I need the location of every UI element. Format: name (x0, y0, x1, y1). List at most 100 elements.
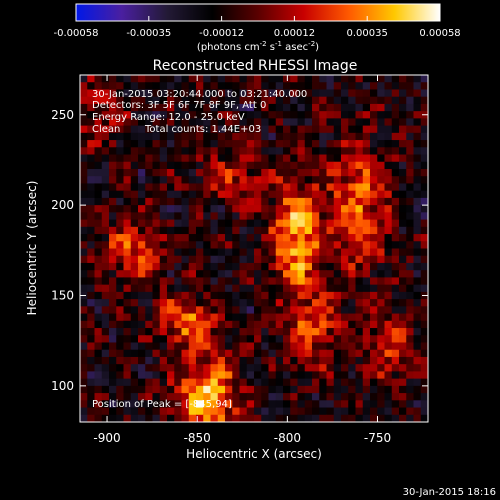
heatmap-cell (167, 277, 175, 286)
heatmap-cell (319, 125, 328, 134)
heatmap-cell (123, 277, 132, 286)
heatmap-cell (232, 378, 241, 387)
heatmap-cell (297, 364, 306, 372)
heatmap-cell (275, 132, 284, 141)
heatmap-cell (94, 270, 103, 279)
heatmap-cell (406, 219, 415, 228)
heatmap-cell (232, 197, 241, 206)
heatmap-cell (384, 226, 393, 235)
heatmap-cell (268, 385, 277, 394)
heatmap-cell (109, 335, 117, 344)
heatmap-cell (413, 335, 422, 344)
heatmap-cell (138, 147, 146, 156)
heatmap-cell (80, 393, 88, 401)
heatmap-cell (290, 154, 299, 163)
heatmap-cell (254, 226, 262, 235)
heatmap-cell (370, 147, 378, 156)
heatmap-cell (203, 241, 212, 250)
heatmap-cell (268, 197, 277, 206)
heatmap-cell (362, 103, 371, 112)
heatmap-cell (362, 335, 371, 344)
heatmap-cell (210, 255, 219, 264)
heatmap-cell (341, 356, 349, 365)
heatmap-cell (261, 248, 270, 257)
heatmap-cell (297, 75, 306, 83)
heatmap-cell (304, 342, 313, 351)
heatmap-cell (101, 328, 110, 336)
heatmap-cell (145, 320, 154, 329)
heatmap-cell (377, 183, 386, 192)
colorbar-unit-label: (photons cm-2 s-1 asec-2) (197, 40, 319, 53)
heatmap-cell (109, 241, 117, 250)
heatmap-cell (275, 147, 284, 156)
heatmap-cell (312, 262, 320, 271)
heatmap-cell (123, 89, 132, 98)
heatmap-cell (261, 125, 270, 134)
heatmap-cell (413, 147, 422, 156)
heatmap-cell (152, 313, 161, 322)
heatmap-cell (326, 299, 335, 307)
heatmap-cell (304, 270, 313, 279)
heatmap-cell (167, 154, 175, 163)
heatmap-cell (355, 154, 364, 163)
heatmap-cell (297, 118, 306, 127)
heatmap-cell (217, 291, 226, 300)
heatmap-cell (304, 262, 313, 271)
heatmap-cell (101, 320, 110, 329)
heatmap-cell (399, 291, 407, 300)
heatmap-cell (406, 241, 415, 250)
heatmap-cell (254, 140, 262, 148)
heatmap-cell (101, 255, 110, 264)
heatmap-cell (130, 328, 139, 336)
heatmap-cell (203, 176, 212, 185)
heatmap-cell (203, 96, 212, 105)
heatmap-cell (101, 248, 110, 257)
heatmap-cell (159, 378, 168, 387)
heatmap-cell (283, 320, 291, 329)
heatmap-cell (406, 234, 415, 242)
heatmap-cell (275, 335, 284, 344)
heatmap-cell (370, 89, 378, 98)
heatmap-cell (290, 82, 299, 91)
heatmap-cell (406, 118, 415, 127)
heatmap-cell (268, 103, 277, 112)
heatmap-cell (406, 407, 415, 416)
heatmap-cell (239, 248, 248, 257)
heatmap-cell (391, 190, 400, 199)
heatmap-cell (362, 161, 371, 170)
heatmap-cell (413, 111, 422, 119)
heatmap-cell (138, 89, 146, 98)
heatmap-cell (232, 291, 241, 300)
heatmap-cell (319, 111, 328, 119)
heatmap-cell (304, 320, 313, 329)
heatmap-cell (210, 132, 219, 141)
heatmap-cell (254, 299, 262, 307)
heatmap-cell (275, 197, 284, 206)
heatmap-cell (130, 118, 139, 127)
heatmap-cell (406, 385, 415, 394)
heatmap-cell (261, 140, 270, 148)
heatmap-cell (123, 140, 132, 148)
heatmap-cell (246, 118, 255, 127)
heatmap-cell (254, 328, 262, 336)
heatmap-cell (94, 212, 103, 221)
heatmap-cell (80, 125, 88, 134)
heatmap-cell (261, 176, 270, 185)
heatmap-cell (341, 212, 349, 221)
heatmap-cell (80, 342, 88, 351)
heatmap-cell (159, 291, 168, 300)
heatmap-cell (203, 82, 212, 91)
heatmap-cell (391, 75, 400, 83)
time-range-text: 30-Jan-2015 03:20:44.000 to 03:21:40.000 (92, 89, 307, 100)
heatmap-cell (355, 393, 364, 401)
heatmap-cell (355, 378, 364, 387)
heatmap-cell (355, 284, 364, 293)
heatmap-cell (138, 291, 146, 300)
chart-title: Reconstructed RHESSI Image (153, 58, 358, 74)
heatmap-cell (384, 378, 393, 387)
heatmap-cell (348, 270, 357, 279)
heatmap-cell (123, 349, 132, 358)
heatmap-cell (87, 89, 96, 98)
heatmap-cell (391, 393, 400, 401)
heatmap-cell (304, 400, 313, 409)
